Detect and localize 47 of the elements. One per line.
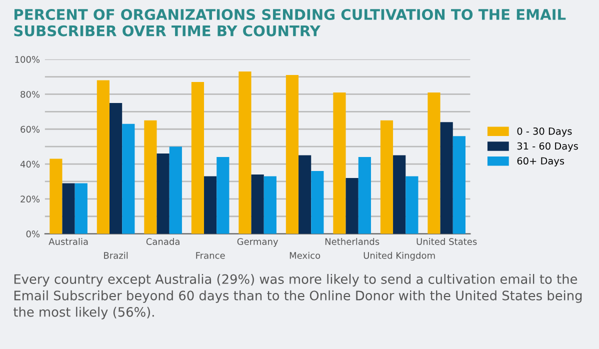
bar bbox=[191, 82, 204, 234]
bar bbox=[440, 122, 453, 234]
y-tick-label: 100% bbox=[15, 56, 40, 63]
y-tick-label: 0% bbox=[26, 230, 40, 238]
bar bbox=[156, 154, 170, 234]
legend-label: 31 - 60 Days bbox=[517, 142, 578, 152]
y-tick-label: 20% bbox=[20, 196, 40, 202]
text: Every country except Australia (29%) was more likely to send a cultivation email to the Email Subscriber beyond 60 days than to the Online Donor with the United States being the most likely (56%). bbox=[14, 274, 582, 320]
y-tick-label: 60% bbox=[20, 126, 40, 133]
x-tick-label: Germany bbox=[237, 238, 278, 247]
bar bbox=[428, 92, 440, 234]
x-tick-label: France bbox=[196, 252, 225, 259]
x-tick-label: Canada bbox=[146, 238, 180, 245]
bar bbox=[74, 183, 88, 234]
bar bbox=[264, 176, 276, 234]
x-tick-label: Brazil bbox=[104, 252, 128, 259]
bar bbox=[216, 157, 230, 234]
x-tick-label: Netherlands bbox=[325, 238, 380, 245]
bar bbox=[333, 92, 346, 234]
bar bbox=[204, 176, 217, 234]
bar bbox=[406, 176, 418, 234]
y-tick-label: 80% bbox=[20, 90, 40, 98]
bar bbox=[110, 102, 122, 234]
x-tick-label: United Kingdom bbox=[364, 252, 435, 261]
x-tick-label: Australia bbox=[48, 238, 88, 245]
x-tick-label: United States bbox=[416, 238, 477, 245]
legend-label: 60+ Days bbox=[517, 157, 564, 166]
bar bbox=[50, 158, 62, 234]
bar bbox=[144, 120, 157, 234]
bar bbox=[452, 136, 466, 234]
bar bbox=[393, 155, 406, 234]
bar bbox=[62, 183, 75, 234]
bar bbox=[238, 72, 252, 234]
bar bbox=[96, 80, 110, 234]
bar bbox=[286, 75, 299, 234]
x-tick-label: Mexico bbox=[290, 252, 320, 259]
bar bbox=[298, 155, 312, 234]
bar bbox=[311, 171, 324, 234]
legend-label: 0 - 30 Days bbox=[517, 127, 572, 137]
bar bbox=[358, 157, 371, 234]
bar bbox=[346, 178, 358, 234]
bar bbox=[251, 174, 264, 234]
bar bbox=[169, 146, 182, 234]
chart-title: PERCENT OF ORGANIZATIONS SENDING CULTIVATION TO THE EMAIL SUBSCRIBER OVER TIME BY COUNTRY bbox=[14, 8, 566, 36]
y-tick-label: 40% bbox=[20, 160, 40, 168]
bar bbox=[380, 120, 394, 234]
bar bbox=[122, 124, 135, 234]
